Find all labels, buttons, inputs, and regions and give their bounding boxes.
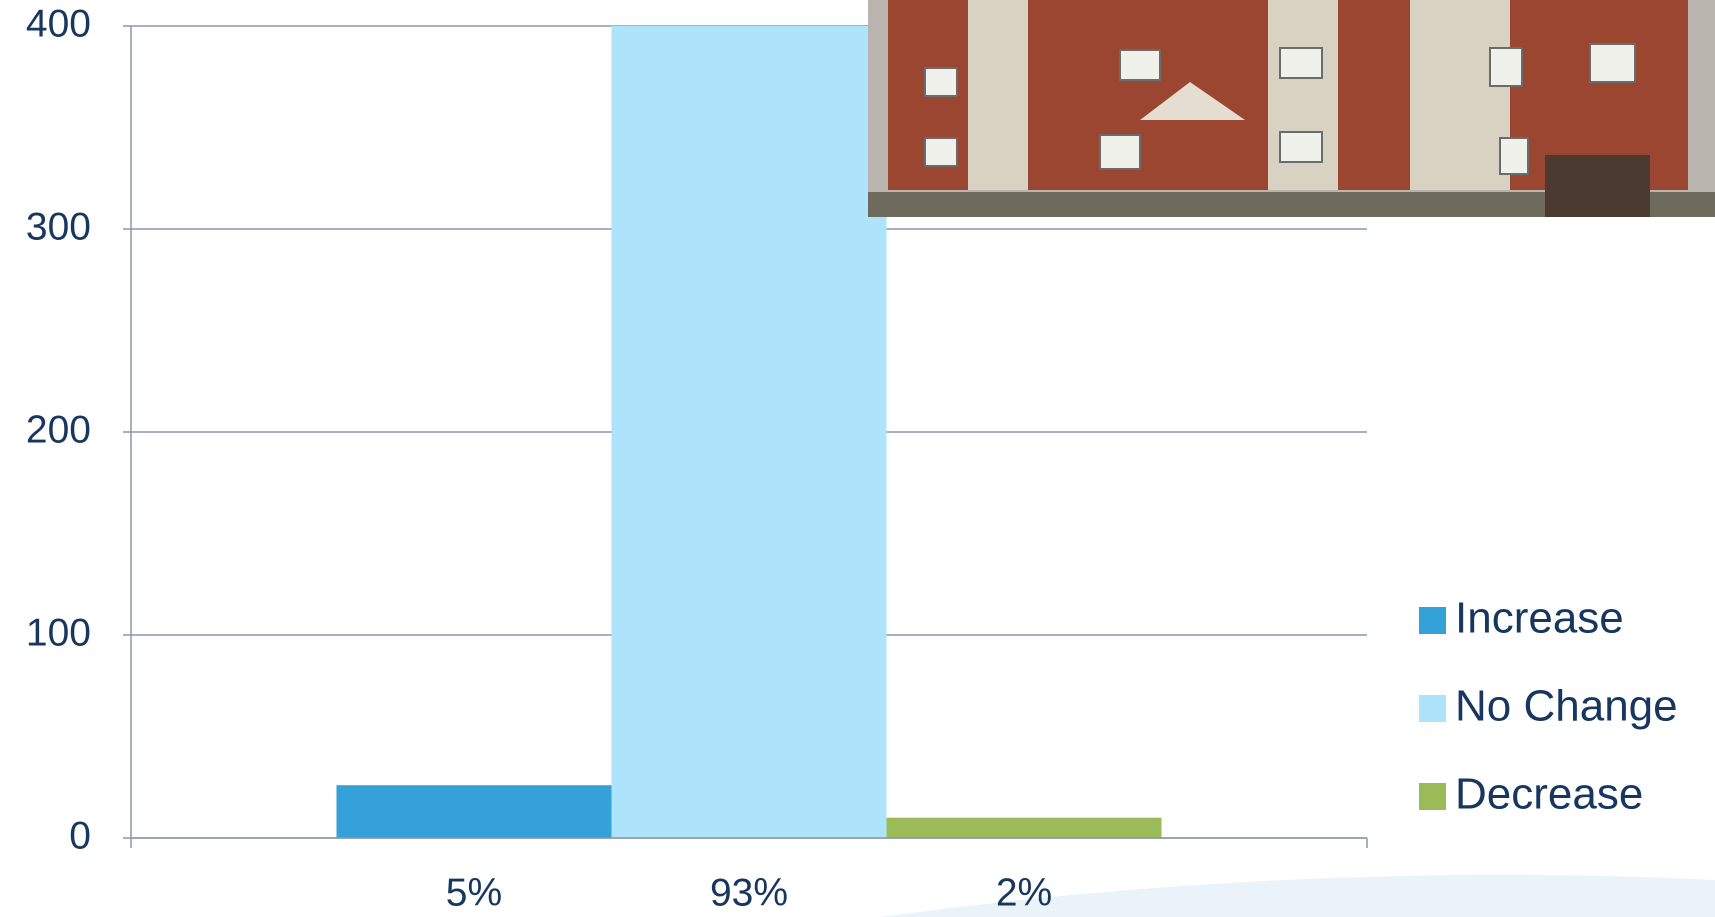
y-tick-label: 200	[26, 408, 91, 451]
legend-text: Increase	[1455, 594, 1624, 643]
legend-swatch	[1419, 783, 1446, 810]
y-tick-label: 400	[26, 2, 91, 45]
y-tick-label: 100	[26, 611, 91, 654]
photo	[868, 0, 1715, 217]
legend-text: Decrease	[1455, 770, 1643, 819]
x-label: 93%	[710, 871, 788, 914]
legend-swatch	[1419, 607, 1446, 634]
legend-swatch	[1419, 695, 1446, 722]
x-label: 2%	[996, 871, 1052, 914]
decor-swoosh	[880, 874, 1715, 917]
legend-text: No Change	[1455, 682, 1678, 731]
x-label: 5%	[446, 871, 502, 914]
bar	[611, 26, 887, 838]
y-tick-label: 300	[26, 205, 91, 248]
y-tick-label: 0	[69, 814, 91, 857]
bar	[886, 817, 1162, 838]
bar	[336, 785, 612, 838]
